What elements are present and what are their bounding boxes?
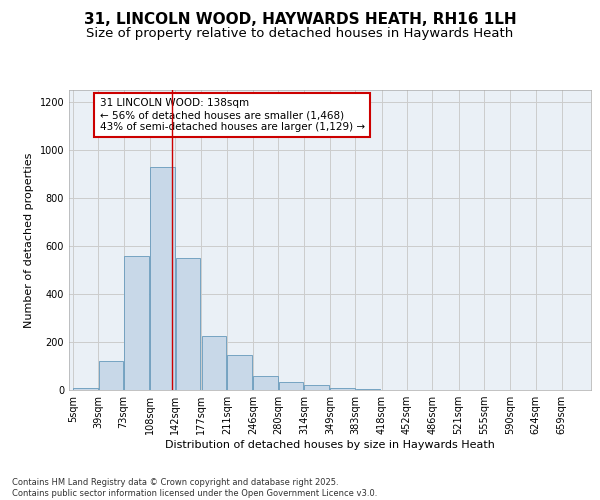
Text: 31 LINCOLN WOOD: 138sqm
← 56% of detached houses are smaller (1,468)
43% of semi: 31 LINCOLN WOOD: 138sqm ← 56% of detache… bbox=[100, 98, 365, 132]
Bar bbox=[98, 361, 123, 390]
Bar bbox=[331, 388, 355, 390]
Bar bbox=[150, 167, 175, 390]
Bar bbox=[202, 336, 226, 390]
Bar bbox=[279, 382, 304, 390]
Bar bbox=[176, 258, 200, 390]
Text: Contains HM Land Registry data © Crown copyright and database right 2025.
Contai: Contains HM Land Registry data © Crown c… bbox=[12, 478, 377, 498]
Bar bbox=[227, 355, 252, 390]
Bar bbox=[124, 256, 149, 390]
Bar bbox=[73, 388, 98, 390]
Y-axis label: Number of detached properties: Number of detached properties bbox=[24, 152, 34, 328]
Text: Size of property relative to detached houses in Haywards Heath: Size of property relative to detached ho… bbox=[86, 28, 514, 40]
Bar bbox=[356, 389, 380, 390]
Bar bbox=[304, 384, 329, 390]
Text: 31, LINCOLN WOOD, HAYWARDS HEATH, RH16 1LH: 31, LINCOLN WOOD, HAYWARDS HEATH, RH16 1… bbox=[83, 12, 517, 28]
Bar bbox=[253, 376, 278, 390]
X-axis label: Distribution of detached houses by size in Haywards Heath: Distribution of detached houses by size … bbox=[165, 440, 495, 450]
